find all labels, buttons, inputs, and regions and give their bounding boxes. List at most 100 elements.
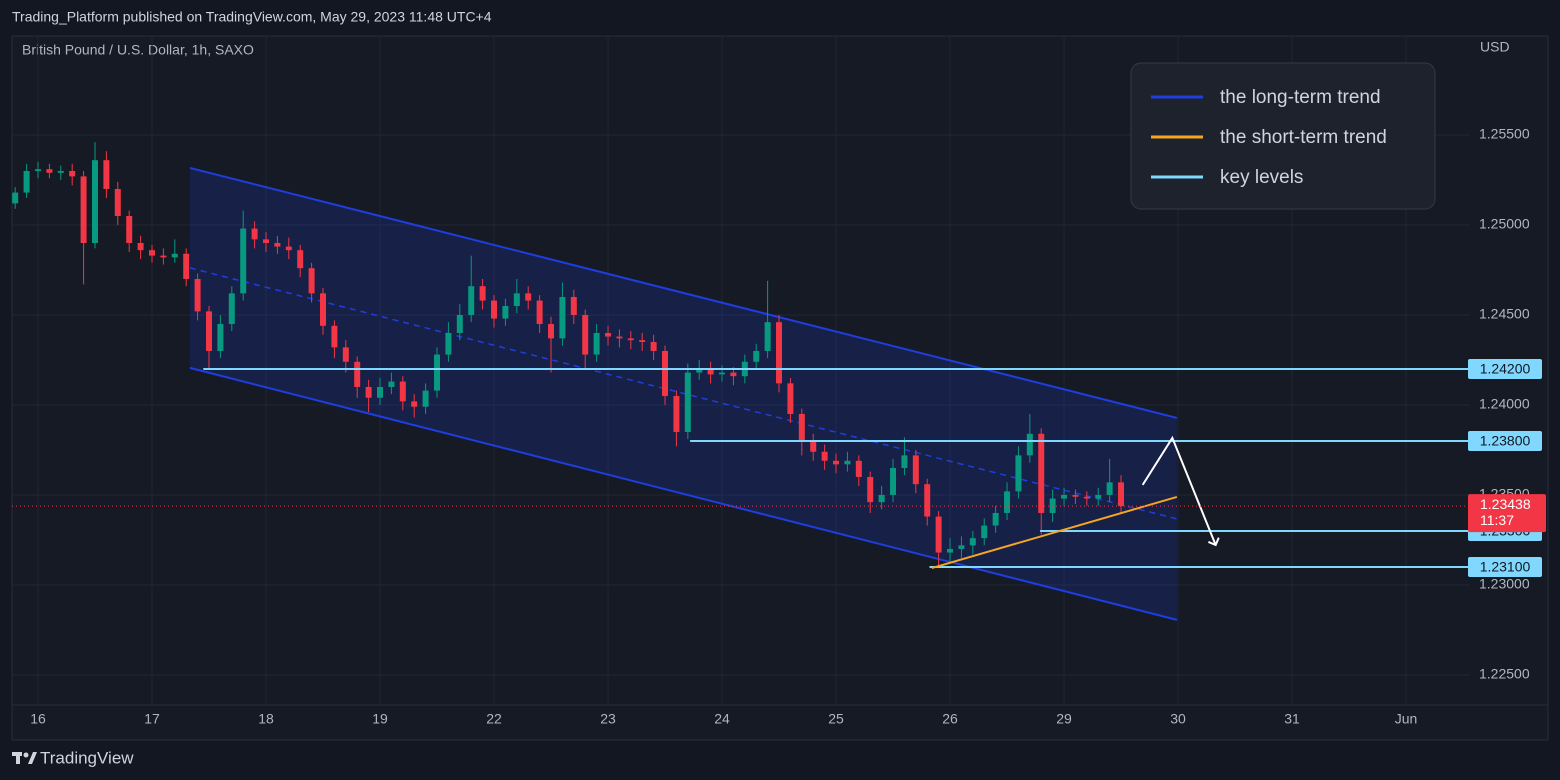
symbol-title: British Pound / U.S. Dollar, 1h, SAXO (22, 42, 254, 58)
candle-body (194, 278, 201, 312)
x-tick-label: 22 (486, 711, 502, 727)
candle-body (570, 296, 577, 315)
candle-body (69, 170, 76, 177)
forecast-arrow (1141, 435, 1216, 545)
candle-body (1072, 494, 1079, 497)
candle-body (205, 311, 212, 351)
candle-body (798, 413, 805, 441)
candle-body (958, 545, 965, 549)
y-tick-label: 1.25000 (1479, 216, 1530, 232)
candle-body (981, 525, 988, 539)
x-tick-label: 23 (600, 711, 616, 727)
candle-body (935, 516, 942, 553)
x-tick-label: 24 (714, 711, 730, 727)
candle-body (422, 390, 429, 407)
candle-body (491, 300, 498, 319)
key-level-box (1468, 430, 1542, 451)
bar-countdown: 11:37 (1480, 512, 1514, 528)
x-tick-label: 31 (1284, 711, 1300, 727)
candle-body (354, 361, 361, 387)
candle-body (730, 372, 737, 377)
candle-body (1026, 433, 1033, 456)
logo-part (28, 752, 37, 764)
candle-body (240, 228, 247, 294)
logo-part (23, 752, 29, 758)
candle-body (263, 239, 270, 243)
candle-body (274, 242, 281, 247)
candle-body (160, 255, 167, 258)
logo-part (16, 752, 20, 764)
candle-body (559, 296, 566, 339)
channel-upper (189, 166, 1178, 419)
candle-body (445, 332, 452, 355)
candle-body (502, 305, 509, 319)
candle-body (912, 455, 919, 485)
x-tick-label: 29 (1056, 711, 1072, 727)
candle-body (821, 451, 828, 461)
candle-body (456, 314, 463, 333)
candle-body (1118, 482, 1125, 507)
key-level-box (1468, 556, 1542, 577)
currency-label: USD (1480, 39, 1510, 55)
candle-body (399, 381, 406, 402)
candle-body (308, 268, 315, 294)
candle-body (342, 347, 349, 362)
publish-header: Trading_Platform published on TradingVie… (12, 9, 492, 25)
candle-body (650, 341, 657, 351)
candles (12, 142, 1125, 567)
candle-body (251, 228, 258, 240)
last-price-label: 1.23438 (1480, 496, 1531, 512)
candle-body (673, 395, 680, 432)
channel-lower (189, 366, 1178, 621)
candle-body (171, 253, 178, 258)
candle-body (776, 322, 783, 384)
candle-body (878, 494, 885, 503)
x-tick-label: 19 (372, 711, 388, 727)
candle-body (833, 460, 840, 465)
axes: 1.225001.230001.235001.240001.245001.250… (30, 126, 1546, 727)
candle-body (605, 332, 612, 337)
x-tick-label: 16 (30, 711, 46, 727)
y-tick-label: 1.24500 (1479, 306, 1530, 322)
legend-box (1130, 62, 1436, 210)
y-tick-label: 1.25500 (1479, 126, 1530, 142)
candle-body (34, 169, 41, 171)
candle-body (901, 455, 908, 468)
candle-body (548, 323, 555, 339)
candle-body (616, 336, 623, 339)
candle-body (844, 460, 851, 465)
candle-body (57, 170, 64, 173)
x-tick-label: 25 (828, 711, 844, 727)
candle-body (525, 293, 532, 301)
legend-label: the long-term trend (1220, 87, 1381, 108)
candle-body (696, 368, 703, 373)
candle-body (479, 286, 486, 301)
short-term-trend-line (931, 495, 1178, 569)
candle-body (1083, 496, 1090, 499)
candle-body (867, 476, 874, 503)
legend-label: the short-term trend (1220, 127, 1387, 148)
candle-body (1106, 482, 1113, 495)
channel-midline (189, 267, 1178, 520)
candle-body (753, 350, 760, 362)
candle-body (1061, 494, 1068, 499)
y-tick-label: 1.24000 (1479, 396, 1530, 412)
candle-body (183, 253, 190, 279)
key-level-label: 1.23100 (1480, 559, 1531, 575)
candle-body (103, 160, 110, 189)
candle-body (719, 372, 726, 375)
candle-body (23, 170, 30, 193)
candle-body (411, 401, 418, 407)
candle-body (969, 538, 976, 546)
candle-body (148, 250, 155, 256)
candle-body (924, 484, 931, 517)
candle-body (855, 460, 862, 477)
overlay (12, 367, 1470, 569)
legend: the long-term trend the short-term trend k… (1130, 62, 1436, 210)
x-tick-label: 17 (144, 711, 160, 727)
candle-body (126, 215, 133, 243)
key-level-box (1468, 358, 1542, 379)
candle-body (137, 242, 144, 251)
